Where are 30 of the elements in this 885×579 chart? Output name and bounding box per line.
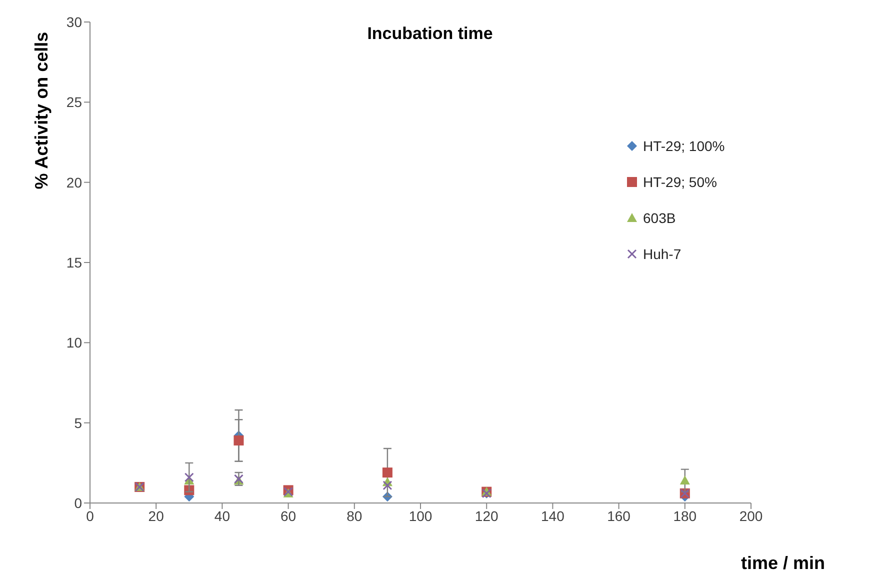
x-tick-label: 120 xyxy=(474,508,498,524)
x-tick-label: 200 xyxy=(739,508,763,524)
x-tick-label: 140 xyxy=(541,508,565,524)
y-tick-label: 25 xyxy=(66,94,82,110)
y-tick-label: 10 xyxy=(66,334,82,351)
x-tick-label: 0 xyxy=(86,508,94,524)
y-tick-label: 0 xyxy=(74,494,82,511)
legend-label: 603B xyxy=(643,210,676,226)
legend-label: HT-29; 50% xyxy=(643,174,717,190)
x-tick-label: 100 xyxy=(408,508,432,524)
point xyxy=(680,476,690,485)
x-axis-title: time / min xyxy=(740,553,825,574)
legend-label: Huh-7 xyxy=(643,246,682,262)
x-tick-label: 20 xyxy=(148,508,164,524)
x-tick-label: 80 xyxy=(346,508,362,524)
point xyxy=(382,468,392,478)
y-tick-label: 20 xyxy=(66,174,82,190)
x-tick-label: 180 xyxy=(673,508,697,524)
x-tick-label: 40 xyxy=(214,508,230,524)
y-tick-label: 15 xyxy=(66,254,82,270)
y-axis-title: % Activity on cells xyxy=(32,30,52,192)
y-tick-label: 5 xyxy=(74,414,82,431)
point xyxy=(382,480,392,490)
point xyxy=(184,472,194,482)
x-tick-label: 160 xyxy=(607,508,631,524)
point xyxy=(234,435,244,446)
legend-label: HT-29; 100% xyxy=(643,138,725,154)
y-tick-label: 30 xyxy=(66,14,82,30)
x-tick-label: 60 xyxy=(280,508,296,524)
chart-title: Incubation time xyxy=(366,24,494,44)
